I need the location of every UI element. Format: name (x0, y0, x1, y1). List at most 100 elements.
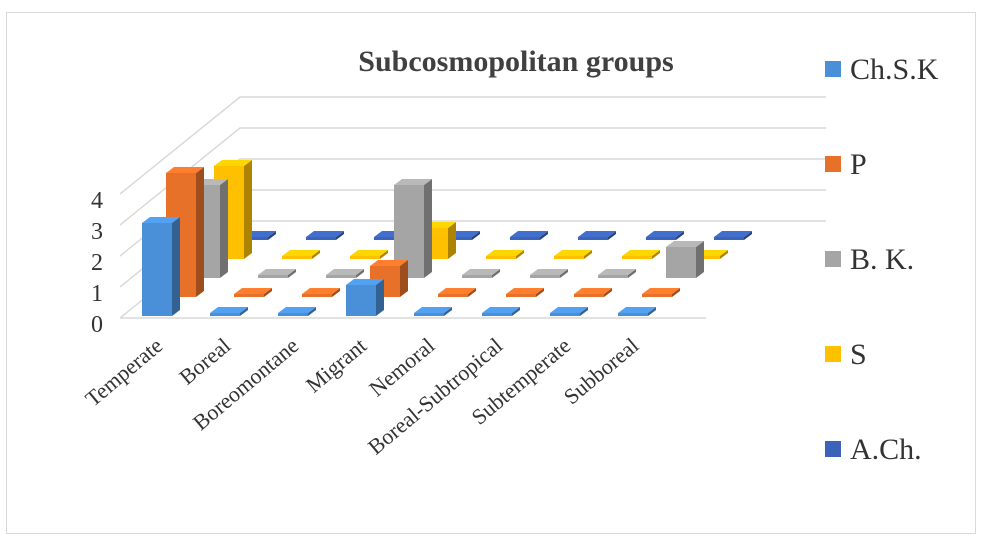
y-tick-label: 2 (91, 250, 103, 276)
bar-front (302, 294, 332, 297)
bar-side (336, 231, 344, 240)
legend-label: B. K. (850, 243, 914, 276)
bar (302, 288, 340, 297)
y-tick-label: 1 (91, 281, 103, 307)
bar-top (622, 250, 660, 256)
bar (438, 288, 476, 297)
bar-front (374, 237, 404, 240)
bar-front (574, 294, 604, 297)
bar (278, 307, 316, 316)
y-axis-ticks: 0 1 2 3 4 (91, 188, 103, 338)
bar-front (598, 275, 628, 278)
y-tick-label: 0 (91, 312, 103, 338)
bar-top (166, 167, 204, 173)
bar-side (244, 160, 252, 259)
bar-top (574, 288, 612, 294)
bar-top (306, 231, 344, 237)
bar (578, 231, 616, 240)
bar (462, 269, 500, 278)
bar-front (506, 294, 536, 297)
bar-side (468, 288, 476, 297)
bar-front (690, 256, 720, 259)
bar-top (618, 307, 656, 313)
bar-front (346, 285, 376, 316)
bar-front (278, 313, 308, 316)
bar (714, 231, 752, 240)
bar (574, 288, 612, 297)
bar-side (608, 231, 616, 240)
bar-top (394, 179, 432, 185)
bar-side (448, 222, 456, 259)
bar-front (482, 313, 512, 316)
bar (554, 250, 592, 259)
bar-top (554, 250, 592, 256)
bar-top (234, 288, 272, 294)
legend-label: P (850, 148, 867, 181)
bar (666, 241, 704, 278)
bar-side (308, 307, 316, 316)
legend-label: S (850, 338, 867, 371)
bar (646, 231, 684, 240)
legend-swatch (825, 61, 841, 77)
bar (506, 288, 544, 297)
bar-front (462, 275, 492, 278)
bar-side (560, 269, 568, 278)
legend-label: Ch.S.K (850, 53, 939, 86)
category-label: Subboreal (559, 333, 643, 409)
bar-side (196, 167, 204, 297)
bar-side (240, 307, 248, 316)
bar (350, 250, 388, 259)
bar-side (720, 250, 728, 259)
bar-top (530, 269, 568, 275)
bar (482, 307, 520, 316)
chart-title: Subcosmopolitan groups (358, 45, 673, 78)
bar-front (258, 275, 288, 278)
gridline (119, 96, 826, 195)
bar-front (486, 256, 516, 259)
bar-side (672, 288, 680, 297)
bar-front (210, 313, 240, 316)
bar-front (306, 237, 336, 240)
bar (642, 288, 680, 297)
bar-front (550, 313, 580, 316)
legend: Ch.S.K P B. K. S A.Ch. (825, 53, 939, 466)
chart-svg: Subcosmopolitan groups 0 1 2 3 4 Temperate Bo… (80, 45, 939, 466)
bar-top (506, 288, 544, 294)
bar-front (510, 237, 540, 240)
bar-top (642, 288, 680, 294)
bar (210, 307, 248, 316)
bar-side (540, 231, 548, 240)
bar-front (326, 275, 356, 278)
bar-side (516, 250, 524, 259)
bar (306, 231, 344, 240)
bar-side (744, 231, 752, 240)
bar (598, 269, 636, 278)
bar (234, 288, 272, 297)
bar-top (282, 250, 320, 256)
legend-swatch (825, 251, 841, 267)
bar-side (472, 231, 480, 240)
bar-front (554, 256, 584, 259)
bar-top (486, 250, 524, 256)
bar (550, 307, 588, 316)
bar-front (642, 294, 672, 297)
bar-top (666, 241, 704, 247)
bar-top (326, 269, 364, 275)
bar-front (438, 294, 468, 297)
legend-swatch (825, 346, 841, 362)
bar-side (512, 307, 520, 316)
legend-label: A.Ch. (850, 433, 922, 466)
bar-side (584, 250, 592, 259)
bar (618, 307, 656, 316)
bar-side (536, 288, 544, 297)
bar (258, 269, 296, 278)
bar-side (604, 288, 612, 297)
bar-top (278, 307, 316, 313)
bar-side (424, 179, 432, 278)
bar-side (380, 250, 388, 259)
bar-side (356, 269, 364, 278)
bar-front (622, 256, 652, 259)
category-label: Boreal (174, 333, 235, 390)
bar-side (400, 260, 408, 297)
bar-side (444, 307, 452, 316)
